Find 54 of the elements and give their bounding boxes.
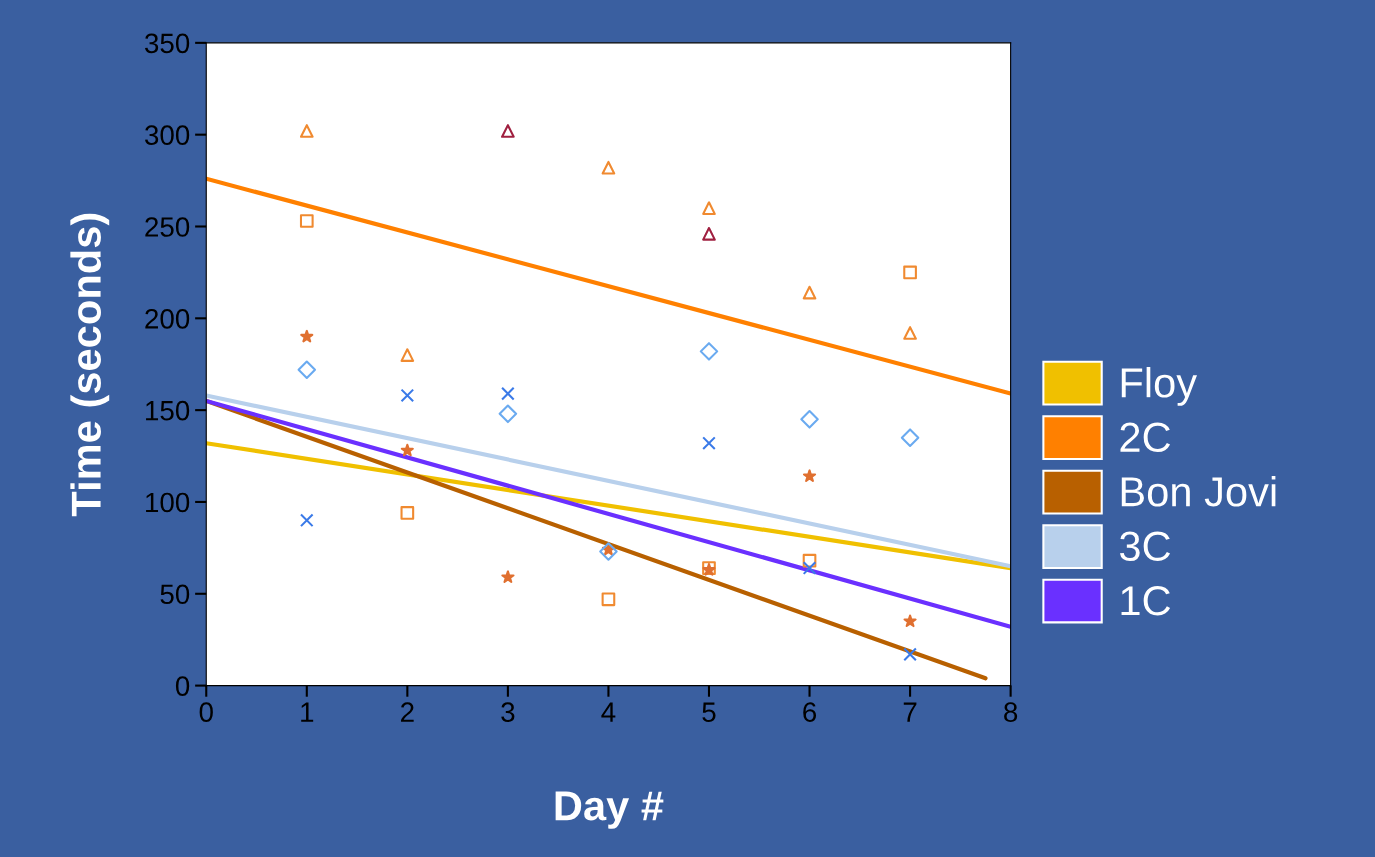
point <box>498 404 518 424</box>
point <box>400 388 415 403</box>
y-axis-title: Time (seconds) <box>70 213 110 517</box>
y-tick-label: 250 <box>145 217 190 237</box>
point <box>903 647 917 662</box>
y-tick-label: 100 <box>146 492 190 513</box>
point <box>501 386 515 401</box>
point <box>802 561 817 575</box>
point <box>699 342 719 361</box>
point <box>299 513 314 528</box>
y-tick-label: 300 <box>145 125 190 146</box>
point <box>299 214 314 228</box>
point <box>903 265 917 280</box>
point <box>802 469 817 482</box>
x-tick-label: 4 <box>601 702 616 722</box>
point <box>599 542 618 561</box>
point <box>300 329 314 343</box>
point <box>400 506 415 520</box>
legend-label: 2C <box>1120 422 1171 453</box>
x-tick-label: 0 <box>199 702 213 722</box>
legend-label: Floy <box>1121 367 1198 406</box>
point <box>802 285 817 300</box>
x-tick-label: 8 <box>1004 702 1018 722</box>
x-tick-label: 6 <box>803 702 817 722</box>
point <box>400 348 415 362</box>
x-tick-label: 3 <box>501 702 515 722</box>
x-tick-label: 5 <box>702 702 716 722</box>
point <box>702 436 716 451</box>
point <box>297 360 317 379</box>
x-tick-label: 2 <box>401 702 414 722</box>
y-tick-label: 50 <box>160 584 190 605</box>
point <box>900 428 920 447</box>
point <box>903 326 917 340</box>
point <box>702 201 716 215</box>
point <box>501 124 515 138</box>
legend-label: 1C <box>1121 586 1171 616</box>
y-tick-label: 150 <box>146 400 190 421</box>
y-tick-label: 200 <box>145 308 190 329</box>
legend-label: 3C <box>1119 531 1171 562</box>
x-axis-title: Day # <box>555 791 664 829</box>
point <box>802 553 817 568</box>
point <box>601 160 616 175</box>
point <box>501 570 515 583</box>
legend-label: Bon Jovi <box>1121 475 1276 507</box>
point <box>299 124 314 138</box>
x-tick-label: 1 <box>301 702 314 722</box>
x-tick-label: 7 <box>903 702 917 722</box>
point <box>400 443 414 457</box>
point <box>601 592 616 607</box>
y-tick-label: 350 <box>145 33 190 54</box>
point <box>800 410 819 429</box>
y-tick-label: 0 <box>175 676 190 696</box>
point <box>702 226 716 241</box>
point <box>903 614 917 628</box>
